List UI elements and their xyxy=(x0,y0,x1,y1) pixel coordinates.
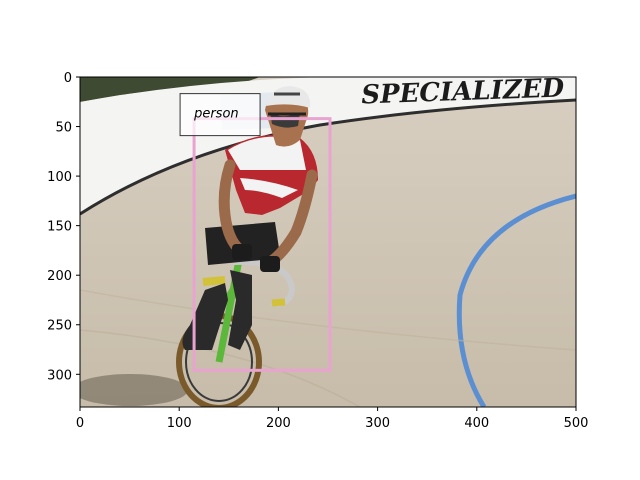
y-tick-label: 250 xyxy=(47,319,72,334)
x-tick-label: 300 xyxy=(365,416,390,431)
x-tick-label: 200 xyxy=(266,416,291,431)
y-tick-label: 100 xyxy=(47,170,72,185)
x-tick-label: 100 xyxy=(167,416,192,431)
x-tick-label: 400 xyxy=(464,416,489,431)
x-tick-label: 0 xyxy=(76,416,84,431)
photo: SPECIALIZED xyxy=(80,77,576,407)
y-axis: 0 50 100 150 200 250 300 xyxy=(47,71,80,383)
y-tick-label: 50 xyxy=(55,121,72,136)
y-tick-label: 300 xyxy=(47,368,72,383)
detection-box xyxy=(192,117,332,372)
x-tick-label: 500 xyxy=(564,416,589,431)
detection-layer: person xyxy=(179,93,332,372)
x-axis: 0 100 200 300 400 500 xyxy=(76,407,589,431)
detection-label-box xyxy=(179,93,261,137)
y-tick-label: 200 xyxy=(47,269,72,284)
y-tick-label: 0 xyxy=(64,71,72,86)
detection-label: person xyxy=(193,107,239,122)
y-tick-label: 150 xyxy=(47,220,72,235)
cyclist xyxy=(182,86,318,350)
axes-frame xyxy=(79,76,577,408)
